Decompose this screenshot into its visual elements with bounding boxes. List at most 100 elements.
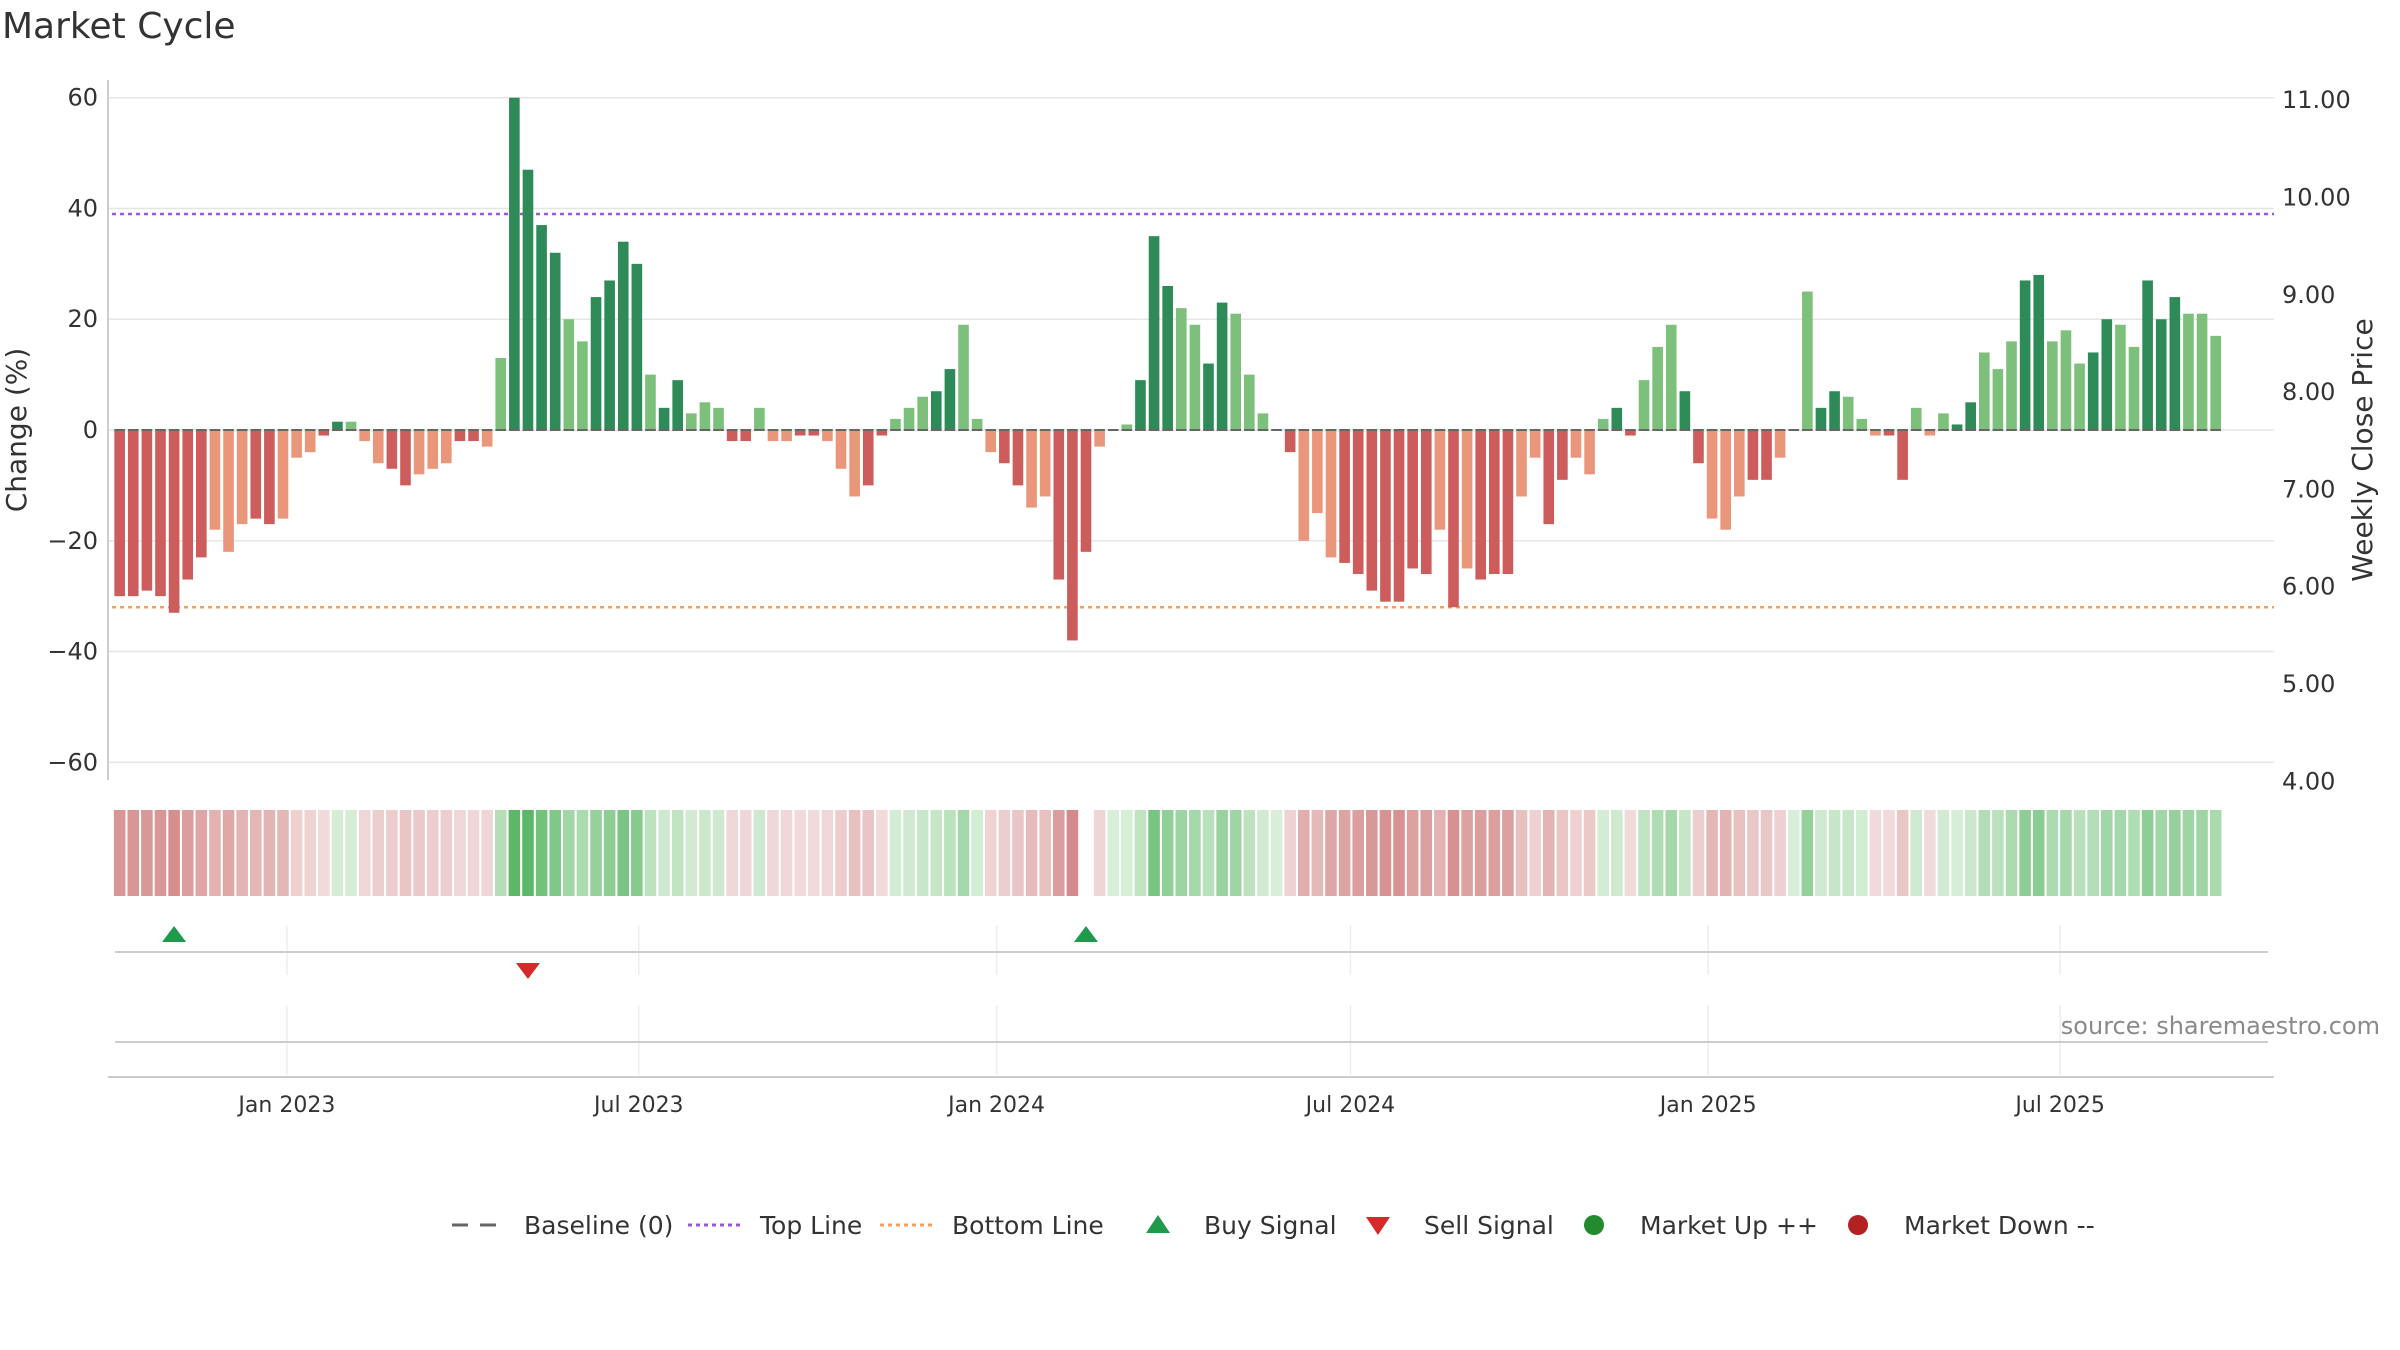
- band-cell: [1570, 810, 1582, 896]
- bar: [645, 374, 656, 430]
- bar: [1380, 430, 1391, 602]
- x-tick-label: Jul 2024: [1304, 1093, 1396, 1118]
- bar: [1434, 430, 1446, 530]
- bar: [1039, 430, 1051, 497]
- bar: [1883, 430, 1895, 436]
- bar: [372, 430, 384, 464]
- band-cell: [1964, 810, 1977, 896]
- bar: [291, 430, 302, 458]
- band-cell: [1828, 810, 1841, 896]
- legend-swatch-triangle-down: [1366, 1217, 1390, 1235]
- bar: [1121, 424, 1133, 430]
- bar: [1965, 402, 1976, 430]
- y2-tick-label: 10.00: [2282, 183, 2351, 211]
- legend-swatch-circle: [1848, 1215, 1868, 1235]
- band-cell: [1692, 810, 1705, 896]
- band-cell: [1243, 810, 1256, 896]
- band-cell: [1474, 810, 1487, 896]
- bar: [481, 430, 493, 447]
- band-cell: [494, 810, 507, 896]
- band-cell: [141, 810, 153, 896]
- band-cell: [426, 810, 439, 896]
- band-cell: [1747, 810, 1759, 896]
- bar: [2074, 363, 2085, 430]
- y-tick-label: −20: [47, 527, 98, 555]
- bar: [1774, 430, 1786, 458]
- bar: [1733, 430, 1745, 497]
- bar: [794, 430, 806, 436]
- bar: [400, 430, 411, 486]
- band-cell: [1420, 810, 1433, 896]
- legend-item[interactable]: Baseline (0): [452, 1211, 673, 1240]
- bar: [1475, 430, 1487, 580]
- legend-item[interactable]: Top Line: [688, 1211, 862, 1240]
- band-cell: [1406, 810, 1419, 896]
- bar: [1597, 418, 1609, 430]
- bar: [209, 430, 221, 530]
- bar: [1135, 380, 1146, 430]
- band-cell: [113, 810, 126, 896]
- bar: [1080, 430, 1092, 552]
- bar: [658, 407, 670, 430]
- bar: [1298, 430, 1310, 541]
- band-cell: [1842, 810, 1854, 896]
- band-cell: [1189, 810, 1201, 896]
- band-cell: [2155, 810, 2168, 896]
- legend-item[interactable]: Sell Signal: [1366, 1211, 1554, 1240]
- legend-item[interactable]: Buy Signal: [1146, 1211, 1337, 1240]
- bar: [196, 430, 207, 558]
- band-cell: [454, 810, 466, 896]
- band-cell: [236, 810, 248, 896]
- band-cell: [644, 810, 657, 896]
- bar: [726, 430, 738, 442]
- bar: [1448, 430, 1459, 608]
- bar: [2142, 280, 2153, 430]
- band-cell: [617, 810, 630, 896]
- x-axis: Jan 2023 Jul 2023 Jan 2024 Jul 2024 Jan 2025…: [108, 1076, 2274, 1118]
- y-tick-label: −40: [47, 638, 98, 666]
- legend-item[interactable]: Market Up ++: [1584, 1211, 1818, 1240]
- band-cell: [209, 810, 221, 896]
- band-cell: [2196, 810, 2208, 896]
- bar: [2019, 280, 2031, 430]
- bar: [427, 430, 439, 469]
- bar: [781, 430, 792, 442]
- legend-item[interactable]: Bottom Line: [880, 1211, 1104, 1240]
- bar: [2047, 341, 2058, 430]
- band-cell: [413, 810, 425, 896]
- x-tick-label: Jan 2024: [946, 1093, 1045, 1118]
- bar: [127, 430, 139, 597]
- bar: [1407, 430, 1418, 569]
- band-cell: [1338, 810, 1351, 896]
- bar: [2033, 274, 2045, 430]
- bar: [672, 380, 684, 430]
- bar: [1870, 430, 1881, 436]
- band-cell: [1787, 810, 1800, 896]
- band-cell: [739, 810, 752, 896]
- band-cell: [331, 810, 344, 896]
- momentum-band: [113, 810, 2222, 896]
- bar: [1815, 407, 1827, 430]
- band-cell: [1597, 810, 1609, 896]
- bar: [2006, 341, 2017, 430]
- x-tick-label: Jan 2025: [1658, 1093, 1757, 1118]
- bar: [767, 430, 779, 442]
- legend-item[interactable]: Market Down --: [1848, 1211, 2095, 1240]
- y2-tick-label: 6.00: [2282, 573, 2335, 601]
- band-cell: [1733, 810, 1746, 896]
- band-cell: [481, 810, 493, 896]
- bar: [1162, 286, 1173, 430]
- band-cell: [304, 810, 316, 896]
- bar: [890, 418, 901, 430]
- legend[interactable]: Baseline (0) Top Line Bottom Line Buy Signa…: [452, 1211, 2095, 1240]
- band-cell: [1216, 810, 1228, 896]
- bar: [359, 430, 370, 442]
- bar: [604, 280, 615, 430]
- band-cell: [290, 810, 303, 896]
- bar: [1802, 291, 1813, 430]
- band-cell: [753, 810, 766, 896]
- band-cell: [1502, 810, 1514, 896]
- bar: [903, 407, 915, 430]
- bar: [1175, 308, 1187, 430]
